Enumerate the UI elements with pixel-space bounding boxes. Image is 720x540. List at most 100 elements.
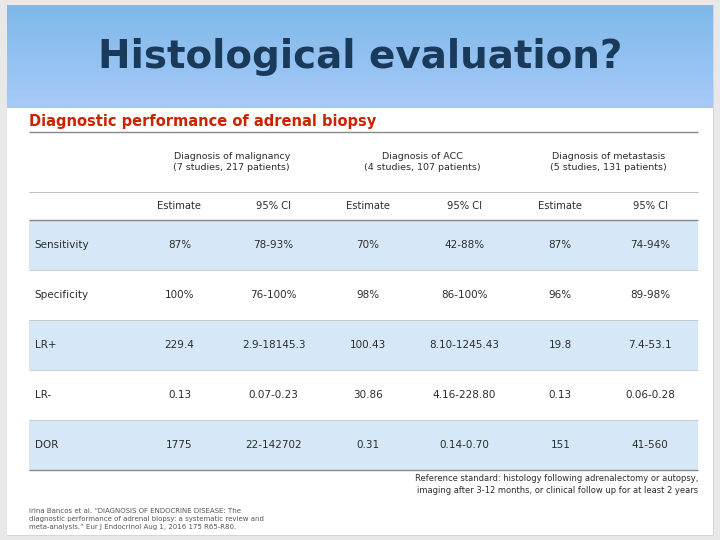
Text: DOR: DOR <box>35 440 58 450</box>
Text: 0.06-0.28: 0.06-0.28 <box>626 390 675 400</box>
Bar <box>7 29 713 31</box>
Bar <box>7 43 713 45</box>
Bar <box>7 37 713 39</box>
Bar <box>7 48 713 50</box>
Text: Sensitivity: Sensitivity <box>35 240 89 250</box>
Text: 0.13: 0.13 <box>168 390 191 400</box>
Bar <box>7 102 713 105</box>
Bar <box>7 39 713 42</box>
Text: Diagnostic performance of adrenal biopsy: Diagnostic performance of adrenal biopsy <box>29 114 376 129</box>
Bar <box>7 80 713 82</box>
Bar <box>7 87 713 89</box>
Text: Estimate: Estimate <box>539 201 582 211</box>
Bar <box>7 5 713 7</box>
Bar <box>7 32 713 35</box>
Bar <box>7 92 713 94</box>
Bar <box>7 46 713 48</box>
Bar <box>7 12 713 14</box>
Bar <box>7 106 713 108</box>
Bar <box>7 40 713 43</box>
Bar <box>7 96 713 98</box>
Bar <box>29 320 698 370</box>
Text: 100%: 100% <box>165 290 194 300</box>
Text: 151: 151 <box>550 440 570 450</box>
Text: 7.4-53.1: 7.4-53.1 <box>629 340 672 350</box>
Bar <box>7 36 713 38</box>
Bar <box>7 82 713 84</box>
Bar <box>7 34 713 36</box>
Text: 19.8: 19.8 <box>549 340 572 350</box>
Text: 95% CI: 95% CI <box>633 201 667 211</box>
Bar <box>7 99 713 101</box>
Bar <box>7 71 713 74</box>
Bar <box>7 51 713 53</box>
Text: Estimate: Estimate <box>346 201 390 211</box>
Text: 95% CI: 95% CI <box>446 201 482 211</box>
Bar <box>7 61 713 64</box>
Bar <box>7 70 713 72</box>
Bar <box>7 17 713 19</box>
Text: 70%: 70% <box>356 240 379 250</box>
Text: 86-100%: 86-100% <box>441 290 487 300</box>
Bar <box>7 27 713 29</box>
Bar <box>7 30 713 33</box>
Bar <box>7 89 713 91</box>
Text: Irina Bancos et al. “DIAGNOSIS OF ENDOCRINE DISEASE: The
diagnostic performance : Irina Bancos et al. “DIAGNOSIS OF ENDOCR… <box>29 508 264 530</box>
Bar <box>7 8 713 11</box>
Bar <box>7 97 713 99</box>
Bar <box>7 10 713 12</box>
Bar <box>7 55 713 57</box>
Bar <box>29 420 698 470</box>
Text: 96%: 96% <box>549 290 572 300</box>
Bar <box>7 14 713 16</box>
Bar <box>7 24 713 26</box>
Text: 89-98%: 89-98% <box>630 290 670 300</box>
Text: 42-88%: 42-88% <box>444 240 484 250</box>
Bar <box>7 20 713 23</box>
Bar <box>7 25 713 28</box>
Text: 8.10-1245.43: 8.10-1245.43 <box>429 340 499 350</box>
Text: 0.13: 0.13 <box>549 390 572 400</box>
Bar <box>7 58 713 60</box>
Text: 22-142702: 22-142702 <box>246 440 302 450</box>
Bar <box>7 108 713 535</box>
Bar <box>7 75 713 77</box>
Text: LR+: LR+ <box>35 340 56 350</box>
Text: Histological evaluation?: Histological evaluation? <box>98 38 622 76</box>
Bar <box>7 85 713 87</box>
Text: Reference standard: histology following adrenalectomy or autopsy,
imaging after : Reference standard: histology following … <box>415 474 698 495</box>
Bar <box>7 44 713 46</box>
Bar <box>7 68 713 70</box>
Text: Estimate: Estimate <box>158 201 202 211</box>
Bar <box>7 22 713 24</box>
Text: Diagnosis of metastasis
(5 studies, 131 patients): Diagnosis of metastasis (5 studies, 131 … <box>550 152 667 172</box>
Bar <box>7 18 713 21</box>
Text: 1775: 1775 <box>166 440 193 450</box>
Text: 98%: 98% <box>356 290 379 300</box>
Text: Diagnosis of malignancy
(7 studies, 217 patients): Diagnosis of malignancy (7 studies, 217 … <box>174 152 290 172</box>
Bar <box>7 63 713 65</box>
Text: 30.86: 30.86 <box>353 390 382 400</box>
Bar <box>7 59 713 62</box>
Bar <box>7 56 713 58</box>
Text: 76-100%: 76-100% <box>251 290 297 300</box>
Bar <box>29 220 698 270</box>
Text: 78-93%: 78-93% <box>253 240 294 250</box>
Text: 0.07-0.23: 0.07-0.23 <box>248 390 299 400</box>
Text: 0.14-0.70: 0.14-0.70 <box>439 440 489 450</box>
Text: LR-: LR- <box>35 390 51 400</box>
Text: 229.4: 229.4 <box>165 340 194 350</box>
Bar <box>7 73 713 76</box>
Text: Specificity: Specificity <box>35 290 89 300</box>
Text: 4.16-228.80: 4.16-228.80 <box>432 390 496 400</box>
Bar <box>7 100 713 103</box>
Text: 95% CI: 95% CI <box>256 201 291 211</box>
Bar <box>7 15 713 17</box>
Bar <box>7 77 713 79</box>
Bar <box>7 66 713 69</box>
Text: Diagnosis of ACC
(4 studies, 107 patients): Diagnosis of ACC (4 studies, 107 patient… <box>364 152 480 172</box>
Bar <box>7 94 713 96</box>
Text: 87%: 87% <box>549 240 572 250</box>
Bar <box>7 90 713 93</box>
Bar <box>7 84 713 86</box>
